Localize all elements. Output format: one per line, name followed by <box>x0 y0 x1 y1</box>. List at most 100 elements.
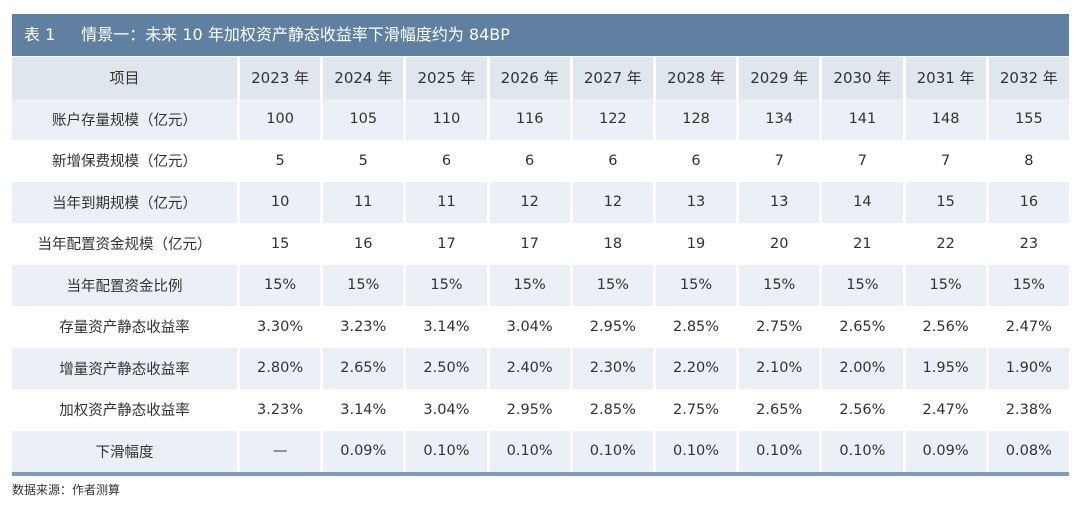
table-cell: 0.09% <box>320 430 404 472</box>
table-cell: 2.85% <box>569 389 653 431</box>
table-cell: 2.95% <box>569 306 653 348</box>
table-cell: 16 <box>320 223 404 265</box>
table-cell: 2.47% <box>902 389 986 431</box>
table-cell: 7 <box>819 140 903 182</box>
table-cell: 11 <box>403 181 487 223</box>
table-cell: 116 <box>486 98 570 140</box>
table-row: 新增保费规模（亿元） 5 5 6 6 6 6 7 7 7 8 <box>12 140 1069 182</box>
table-cell: 2.65% <box>736 389 820 431</box>
data-table: 项目 2023 年 2024 年 2025 年 2026 年 2027 年 2028 年 20… <box>12 57 1069 472</box>
table-cell: 2.20% <box>652 347 737 389</box>
row-label: 增量资产静态收益率 <box>12 347 237 389</box>
table-cell: 155 <box>985 98 1069 140</box>
table-cell: 13 <box>652 181 737 223</box>
table-row: 当年配置资金规模（亿元） 15 16 17 17 18 19 20 21 22 23 <box>12 223 1069 265</box>
table-cell: 7 <box>902 140 986 182</box>
table-cell: 2.75% <box>652 389 737 431</box>
table-row: 账户存量规模（亿元） 100 105 110 116 122 128 134 141 148 155 <box>12 98 1069 140</box>
table-row: 下滑幅度 —0.09% 0.10% 0.10% 0.10% 0.10% 0.10% 0.10%… <box>12 430 1069 472</box>
table-cell: 105 <box>320 98 404 140</box>
table-cell: 2.65% <box>819 306 903 348</box>
table-cell: 14 <box>819 181 903 223</box>
header-cell-year: 2024 年 <box>320 57 404 99</box>
table-cell: 16 <box>985 181 1069 223</box>
row-label: 账户存量规模（亿元） <box>12 98 237 140</box>
source-note: 数据来源：作者测算 <box>12 483 121 497</box>
header-row: 项目 2023 年 2024 年 2025 年 2026 年 2027 年 2028 年 20… <box>12 57 1069 99</box>
table-cell: 3.04% <box>403 389 487 431</box>
table-cell: 2.47% <box>985 306 1069 348</box>
header-cell-year: 2026 年 <box>486 57 570 99</box>
header-cell-year: 2032 年 <box>985 57 1069 99</box>
table-cell: — <box>237 430 321 472</box>
table-cell: 2.80% <box>237 347 321 389</box>
table-cell: 17 <box>486 223 570 265</box>
table-cell: 15% <box>902 264 986 306</box>
table-cell: 2.10% <box>736 347 820 389</box>
table-cell: 1.90% <box>985 347 1069 389</box>
table-cell: 6 <box>403 140 487 182</box>
header-cell-item: 项目 <box>12 57 237 99</box>
table-cell: 100 <box>237 98 321 140</box>
table-cell: 6 <box>486 140 570 182</box>
table-row: 增量资产静态收益率 2.80% 2.65% 2.50% 2.40% 2.30% 2.20% 2… <box>12 347 1069 389</box>
table-cell: 7 <box>736 140 820 182</box>
row-label: 存量资产静态收益率 <box>12 306 237 348</box>
row-label: 当年配置资金比例 <box>12 264 237 306</box>
row-label: 新增保费规模（亿元） <box>12 140 237 182</box>
table-bottom-rule <box>12 472 1069 476</box>
table-cell: 15 <box>902 181 986 223</box>
table-cell: 2.85% <box>652 306 737 348</box>
table-cell: 15% <box>320 264 404 306</box>
table-cell: 2.50% <box>403 347 487 389</box>
table-cell: 15% <box>736 264 820 306</box>
table-cell: 0.09% <box>902 430 986 472</box>
header-cell-year: 2028 年 <box>652 57 737 99</box>
table-cell: 141 <box>819 98 903 140</box>
table-cell: 17 <box>403 223 487 265</box>
table-cell: 15% <box>237 264 321 306</box>
table-cell: 0.10% <box>652 430 737 472</box>
table-cell: 15% <box>985 264 1069 306</box>
row-label: 当年到期规模（亿元） <box>12 181 237 223</box>
table-cell: 3.23% <box>320 306 404 348</box>
table-cell: 6 <box>652 140 737 182</box>
table-cell: 110 <box>403 98 487 140</box>
table-cell: 15% <box>652 264 737 306</box>
table-cell: 0.10% <box>486 430 570 472</box>
table-cell: 15% <box>403 264 487 306</box>
header-cell-year: 2029 年 <box>736 57 820 99</box>
table-cell: 2.38% <box>985 389 1069 431</box>
row-label: 当年配置资金规模（亿元） <box>12 223 237 265</box>
table-cell: 19 <box>652 223 737 265</box>
table-cell: 0.10% <box>569 430 653 472</box>
table-cell: 3.30% <box>237 306 321 348</box>
table-number: 表 1 <box>24 25 56 44</box>
table-cell: 2.75% <box>736 306 820 348</box>
header-cell-year: 2030 年 <box>819 57 903 99</box>
table-cell: 2.40% <box>486 347 570 389</box>
table-cell: 148 <box>902 98 986 140</box>
table-cell: 12 <box>486 181 570 223</box>
table-title: 表 1 情景一：未来 10 年加权资产静态收益率下滑幅度约为 84BP <box>12 14 1069 56</box>
table-cell: 3.14% <box>403 306 487 348</box>
table-cell: 10 <box>237 181 321 223</box>
table-cell: 22 <box>902 223 986 265</box>
table-cell: 122 <box>569 98 653 140</box>
table-row: 加权资产静态收益率 3.23% 3.14% 3.04% 2.95% 2.85% 2.75% 2… <box>12 389 1069 431</box>
table-cell: 3.04% <box>486 306 570 348</box>
table-cell: 13 <box>736 181 820 223</box>
table-cell: 1.95% <box>902 347 986 389</box>
table-row: 存量资产静态收益率 3.30% 3.23% 3.14% 3.04% 2.95% 2.85% 2… <box>12 306 1069 348</box>
table-cell: 11 <box>320 181 404 223</box>
header-cell-year: 2031 年 <box>902 57 986 99</box>
table-cell: 12 <box>569 181 653 223</box>
table-cell: 0.10% <box>736 430 820 472</box>
table-cell: 8 <box>985 140 1069 182</box>
table-row: 当年配置资金比例 15% 15% 15% 15% 15% 15% 15% 15% 15% 15% <box>12 264 1069 306</box>
table-cell: 6 <box>569 140 653 182</box>
table-cell: 2.56% <box>819 389 903 431</box>
table-cell: 2.30% <box>569 347 653 389</box>
table-cell: 18 <box>569 223 653 265</box>
table-cell: 2.65% <box>320 347 404 389</box>
